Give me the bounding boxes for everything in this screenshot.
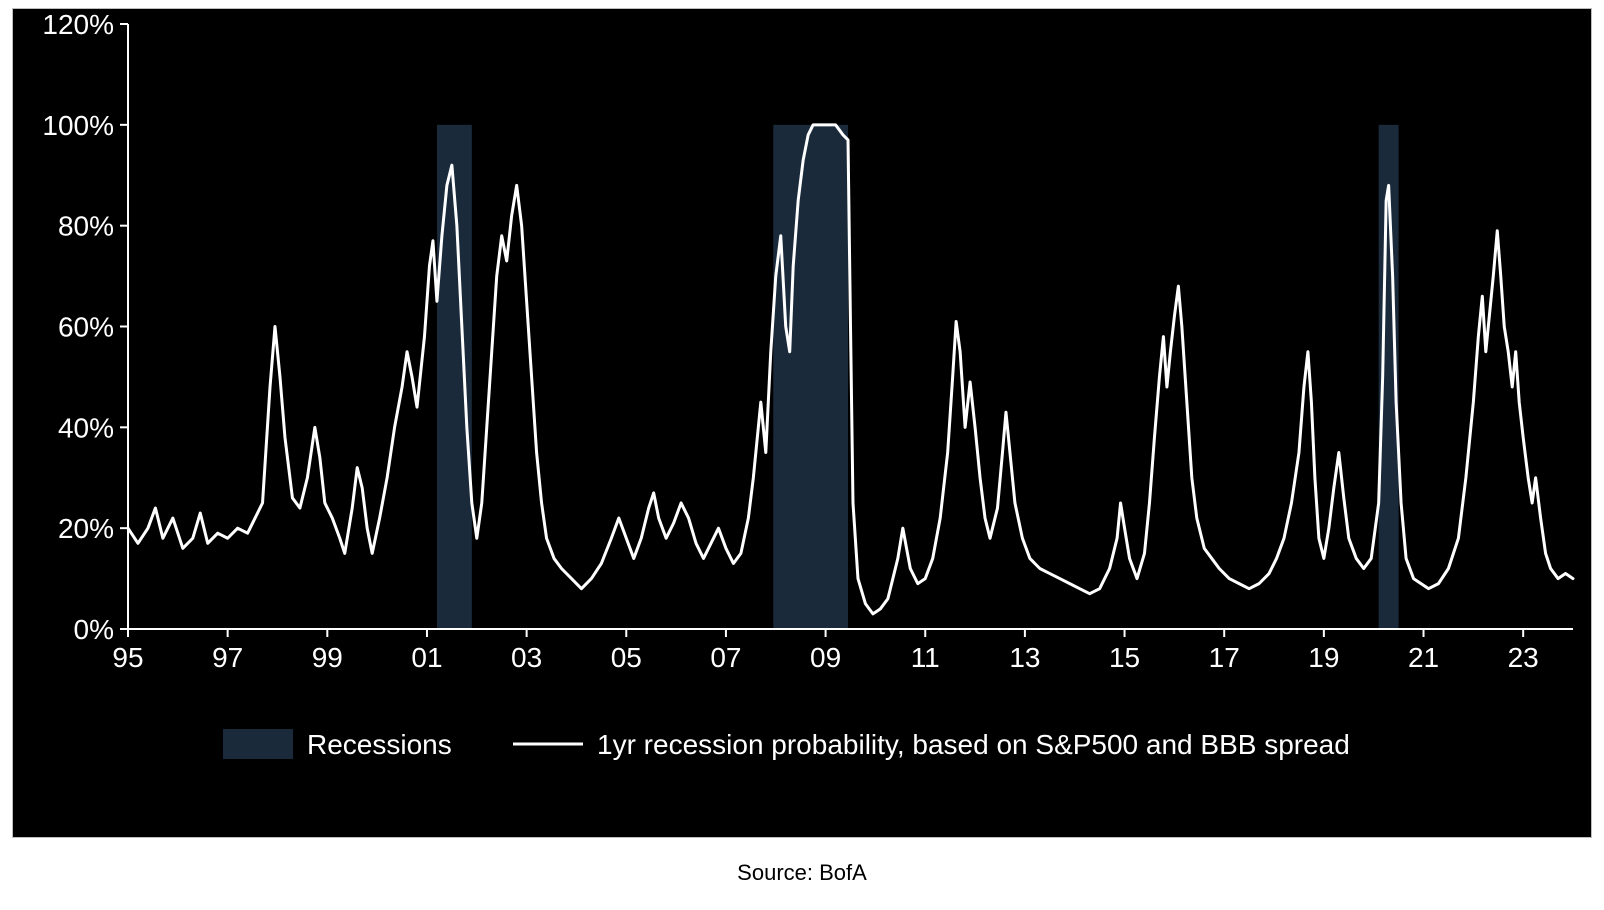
x-tick-label: 17 (1209, 642, 1240, 673)
x-tick-label: 05 (611, 642, 642, 673)
x-tick-label: 01 (411, 642, 442, 673)
x-tick-label: 11 (911, 642, 940, 673)
x-tick-label: 15 (1109, 642, 1140, 673)
x-tick-label: 09 (810, 642, 841, 673)
legend-recession-label: Recessions (307, 729, 452, 760)
x-tick-label: 99 (312, 642, 343, 673)
source-label: Source: BofA (0, 860, 1604, 886)
x-tick-label: 95 (112, 642, 143, 673)
y-tick-label: 100% (42, 110, 114, 141)
x-tick-label: 03 (511, 642, 542, 673)
x-tick-label: 19 (1308, 642, 1339, 673)
y-tick-label: 60% (58, 312, 114, 343)
recession-probability-chart: 0% 20% 40% 60% 80% 100% 120% 95 97 99 01 03 05 07 09 11… (13, 9, 1591, 837)
y-tick-label: 20% (58, 513, 114, 544)
x-tick-label: 13 (1009, 642, 1040, 673)
y-tick-label: 0% (74, 614, 114, 645)
legend-recession-swatch (223, 729, 293, 759)
y-tick-label: 120% (42, 9, 114, 40)
x-tick-label: 23 (1508, 642, 1539, 673)
x-tick-label: 07 (710, 642, 741, 673)
y-tick-label: 40% (58, 412, 114, 443)
recession-band (773, 125, 848, 629)
x-tick-label: 97 (212, 642, 243, 673)
y-tick-label: 80% (58, 211, 114, 242)
legend-line-label: 1yr recession probability, based on S&P5… (597, 729, 1350, 760)
chart-frame: 0% 20% 40% 60% 80% 100% 120% 95 97 99 01 03 05 07 09 11… (12, 8, 1592, 838)
x-tick-label: 21 (1408, 642, 1439, 673)
